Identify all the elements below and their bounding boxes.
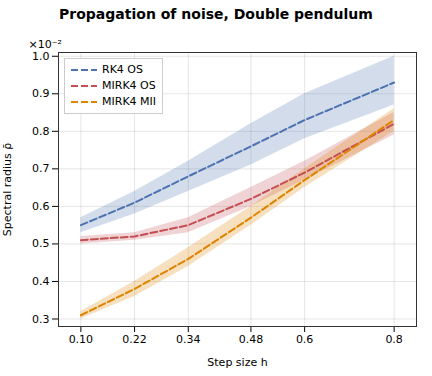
svg-text:0.7: 0.7 — [32, 162, 50, 175]
html-text:MIRK4 OS: MIRK4 OS — [102, 79, 156, 92]
svg-text:0.6: 0.6 — [32, 200, 50, 213]
svg-text:1.0: 1.0 — [32, 50, 50, 63]
svg-text:0.6: 0.6 — [296, 333, 314, 346]
svg-text:0.48: 0.48 — [239, 333, 263, 346]
svg-text:0.10: 0.10 — [69, 333, 94, 346]
svg-text:0.34: 0.34 — [176, 333, 201, 346]
svg-text:0.5: 0.5 — [32, 237, 50, 250]
svg-text:0.9: 0.9 — [32, 87, 50, 100]
html-text:Propagation of noise, Double p: Propagation of noise, Double pendulum — [59, 6, 373, 22]
svg-text:0.3: 0.3 — [32, 313, 50, 326]
svg-text:Step size h: Step size h — [207, 356, 267, 369]
svg-text:0.22: 0.22 — [122, 333, 147, 346]
svg-text:×10⁻²: ×10⁻² — [29, 38, 62, 51]
html-text:RK4 OS: RK4 OS — [102, 63, 143, 76]
svg-text:0.8: 0.8 — [385, 333, 403, 346]
svg-text:Spectral radius ρ̄: Spectral radius ρ̄ — [1, 143, 14, 236]
html-text:MIRK4 MII: MIRK4 MII — [102, 95, 157, 108]
svg-text:0.4: 0.4 — [32, 275, 50, 288]
svg-text:0.8: 0.8 — [32, 125, 50, 138]
